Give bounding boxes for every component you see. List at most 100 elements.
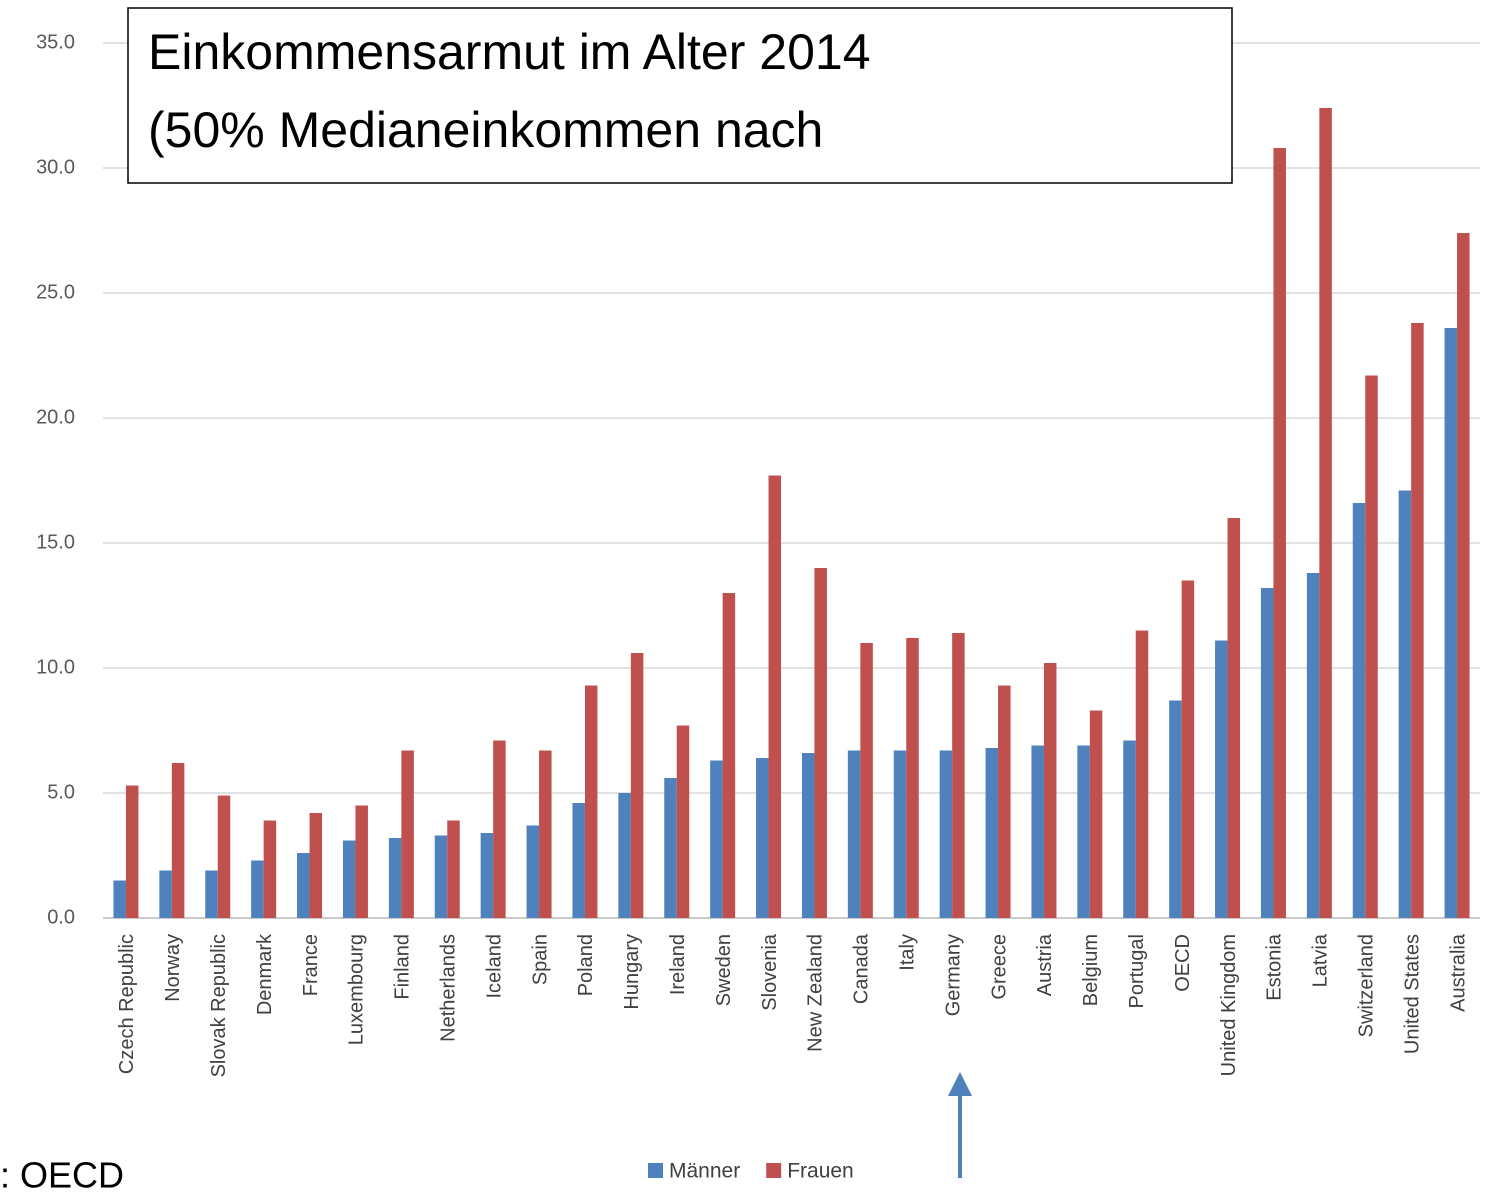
bar xyxy=(893,750,907,918)
bar xyxy=(1135,630,1149,918)
y-tick-label: 35.0 xyxy=(36,31,75,53)
x-tick-label: Ireland xyxy=(667,934,689,995)
bar xyxy=(1089,710,1103,918)
bar xyxy=(388,838,402,918)
y-tick-label: 25.0 xyxy=(36,281,75,303)
bar xyxy=(355,805,368,918)
bars xyxy=(113,108,1470,918)
legend-label: Frauen xyxy=(787,1160,854,1183)
chart-title: (50% Medianeinkommen nach xyxy=(148,102,823,158)
grid: 0.0 5.0 10.0 15.0 20.0 25.0 30.0 35.0 xyxy=(36,31,1480,928)
bar xyxy=(1365,375,1378,918)
source: : OECD xyxy=(0,1155,124,1196)
y-tick-label: 20.0 xyxy=(36,406,75,428)
x-tick-label: Hungary xyxy=(621,934,643,1010)
x-tick-label: Sweden xyxy=(713,934,735,1006)
x-tick-label: Iceland xyxy=(483,934,505,999)
bar xyxy=(1444,328,1458,918)
x-tick-label: France xyxy=(300,934,322,996)
bar xyxy=(1123,740,1136,918)
bar xyxy=(263,820,277,918)
y-tick-label: 0.0 xyxy=(47,906,75,928)
x-tick-label: Belgium xyxy=(1080,934,1102,1006)
arrow xyxy=(948,1072,972,1178)
bar xyxy=(801,753,815,918)
y-tick-label: 5.0 xyxy=(47,781,75,803)
bar xyxy=(1457,233,1470,918)
legend-swatch xyxy=(766,1163,782,1178)
title-box xyxy=(127,7,1233,184)
bar xyxy=(1319,108,1332,918)
x-tick-label: Slovenia xyxy=(759,933,781,1011)
x-tick-label: New Zealand xyxy=(805,934,827,1052)
bar xyxy=(159,870,172,918)
x-tick-label: Germany xyxy=(942,934,964,1016)
x-tick-label: United Kingdom xyxy=(1218,934,1240,1076)
bar xyxy=(985,748,999,918)
bar xyxy=(251,860,264,918)
x-tick-label: Greece xyxy=(988,934,1010,1000)
bar xyxy=(125,785,139,918)
x-tick-label: Denmark xyxy=(254,933,276,1015)
bar xyxy=(447,820,460,918)
bar xyxy=(113,880,126,918)
bar xyxy=(1215,640,1228,918)
bar xyxy=(539,750,552,918)
bar xyxy=(664,778,677,918)
bar xyxy=(493,740,506,918)
bar xyxy=(756,758,769,918)
bar xyxy=(297,853,310,918)
bar xyxy=(1031,745,1044,918)
x-tick-label: Australia xyxy=(1447,933,1469,1012)
bar xyxy=(480,833,494,918)
bar xyxy=(906,638,919,918)
bar xyxy=(814,568,827,918)
bar xyxy=(618,793,631,918)
bar xyxy=(584,685,598,918)
bar xyxy=(710,760,723,918)
x-tick-label: Finland xyxy=(392,934,414,1000)
x-tick-label: Estonia xyxy=(1264,933,1286,1001)
bar xyxy=(205,870,218,918)
legend-label: Männer xyxy=(669,1160,740,1183)
bar xyxy=(171,763,185,918)
bar xyxy=(434,835,448,918)
bar xyxy=(1181,580,1195,918)
bar xyxy=(1077,745,1090,918)
bar xyxy=(939,750,953,918)
bar xyxy=(217,795,231,918)
x-tick-label: Slovak Republic xyxy=(208,934,230,1077)
x-tick-label: Austria xyxy=(1034,933,1056,996)
x-tick-label: Netherlands xyxy=(438,934,460,1042)
bar xyxy=(860,643,873,918)
bar xyxy=(1260,588,1274,918)
bar xyxy=(526,825,540,918)
chart-title: Einkommensarmut im Alter 2014 xyxy=(148,24,871,80)
bar xyxy=(401,750,414,918)
bar xyxy=(1273,148,1286,918)
x-tick-label: United States xyxy=(1401,934,1423,1054)
x-tick-label: Czech Republic xyxy=(116,934,138,1074)
x-tick-label: Luxembourg xyxy=(346,934,368,1045)
bar xyxy=(342,840,356,918)
legend-swatch xyxy=(648,1163,663,1178)
bar xyxy=(998,685,1011,918)
y-tick-label: 15.0 xyxy=(36,531,75,553)
bar xyxy=(1398,490,1412,918)
bar xyxy=(1352,503,1366,918)
x-tick-label: Spain xyxy=(529,934,551,985)
arrow-head xyxy=(948,1072,972,1096)
bar xyxy=(572,803,585,918)
bar xyxy=(1169,700,1182,918)
x-tick-label: Italy xyxy=(897,934,919,971)
bar xyxy=(1227,518,1241,918)
bar xyxy=(768,475,782,918)
bar xyxy=(722,593,736,918)
bar xyxy=(1306,573,1320,918)
x-tick-label: Poland xyxy=(575,934,597,996)
x-tick-label: Canada xyxy=(851,933,873,1004)
x-tick-label: Portugal xyxy=(1126,934,1148,1009)
bar xyxy=(309,813,323,918)
bar xyxy=(630,653,644,918)
